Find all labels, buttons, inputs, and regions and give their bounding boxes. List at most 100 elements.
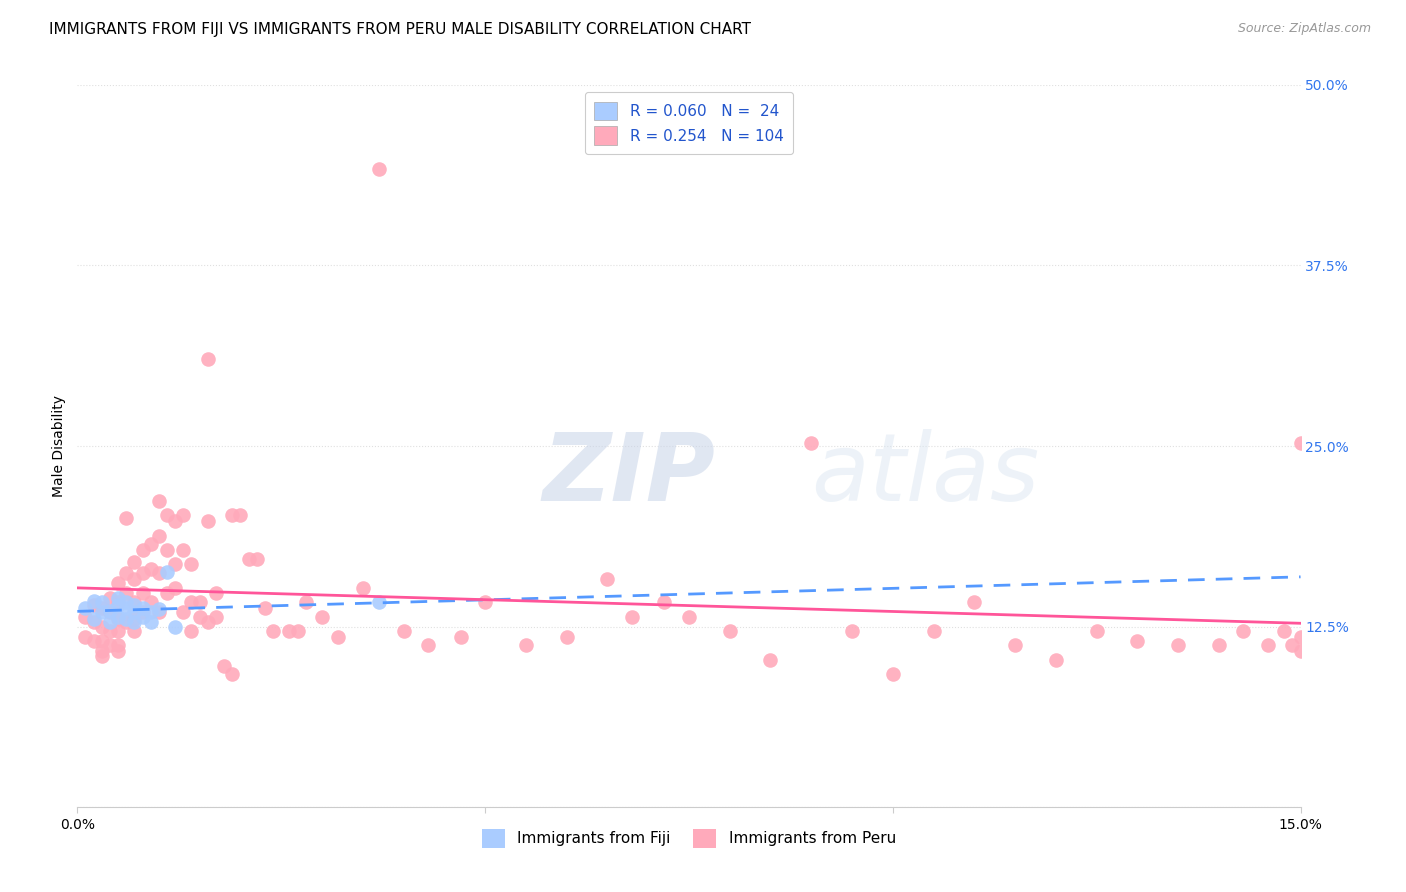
Point xyxy=(124,612,146,626)
Point xyxy=(131,543,153,558)
Point xyxy=(115,511,138,525)
Point xyxy=(278,624,301,638)
Point xyxy=(165,558,187,572)
Point xyxy=(262,624,284,638)
Point xyxy=(131,600,153,615)
Point xyxy=(115,586,138,600)
Point xyxy=(416,639,439,653)
Point xyxy=(83,615,105,630)
Point xyxy=(212,658,235,673)
Point xyxy=(83,634,105,648)
Point xyxy=(148,528,170,542)
Legend: Immigrants from Fiji, Immigrants from Peru: Immigrants from Fiji, Immigrants from Pe… xyxy=(475,823,903,854)
Point xyxy=(139,562,162,576)
Point xyxy=(1289,630,1312,644)
Point xyxy=(165,581,187,595)
Point xyxy=(205,609,228,624)
Point xyxy=(165,619,187,633)
Point xyxy=(188,609,211,624)
Point xyxy=(922,624,945,638)
Point xyxy=(841,624,863,638)
Point xyxy=(1257,639,1279,653)
Point xyxy=(156,586,179,600)
Point xyxy=(124,572,146,586)
Point xyxy=(107,639,129,653)
Point xyxy=(311,609,333,624)
Point xyxy=(180,558,202,572)
Point xyxy=(221,667,243,681)
Point xyxy=(131,609,153,624)
Point xyxy=(124,555,146,569)
Point xyxy=(75,630,97,644)
Point xyxy=(474,595,496,609)
Point xyxy=(75,609,97,624)
Point xyxy=(115,615,138,630)
Point xyxy=(148,494,170,508)
Point xyxy=(368,161,391,176)
Point xyxy=(1289,644,1312,658)
Point xyxy=(139,537,162,551)
Point xyxy=(678,609,700,624)
Point xyxy=(759,653,782,667)
Point xyxy=(1126,634,1149,648)
Point xyxy=(620,609,643,624)
Point xyxy=(246,551,269,566)
Point xyxy=(596,572,619,586)
Point xyxy=(139,615,162,630)
Point xyxy=(1167,639,1189,653)
Point xyxy=(172,508,194,523)
Point xyxy=(90,648,112,663)
Point xyxy=(148,566,170,581)
Point xyxy=(107,591,129,605)
Point xyxy=(294,595,316,609)
Point xyxy=(180,595,202,609)
Point xyxy=(98,639,121,653)
Text: Source: ZipAtlas.com: Source: ZipAtlas.com xyxy=(1237,22,1371,36)
Point xyxy=(1289,436,1312,450)
Point xyxy=(718,624,741,638)
Point xyxy=(156,543,179,558)
Point xyxy=(328,630,350,644)
Point xyxy=(253,600,276,615)
Point xyxy=(131,566,153,581)
Point xyxy=(107,624,129,638)
Point xyxy=(1045,653,1067,667)
Point xyxy=(124,615,146,630)
Point xyxy=(1232,624,1254,638)
Point xyxy=(83,612,105,626)
Point xyxy=(1281,639,1303,653)
Text: atlas: atlas xyxy=(811,429,1039,520)
Point xyxy=(98,604,121,618)
Point xyxy=(654,595,676,609)
Point xyxy=(115,600,138,615)
Point xyxy=(139,605,162,619)
Point xyxy=(197,514,219,528)
Point xyxy=(555,630,578,644)
Point xyxy=(1004,639,1026,653)
Point xyxy=(107,609,129,624)
Point xyxy=(124,595,146,609)
Point xyxy=(515,639,537,653)
Point xyxy=(229,508,252,523)
Point xyxy=(1085,624,1108,638)
Point xyxy=(197,615,219,630)
Point xyxy=(800,436,823,450)
Point xyxy=(115,566,138,581)
Point xyxy=(90,644,112,658)
Point xyxy=(107,598,129,612)
Point xyxy=(205,586,228,600)
Point xyxy=(882,667,904,681)
Point xyxy=(180,624,202,638)
Point xyxy=(131,605,153,619)
Point xyxy=(197,352,219,367)
Point xyxy=(368,595,391,609)
Point xyxy=(188,595,211,609)
Point xyxy=(238,551,260,566)
Point xyxy=(83,593,105,607)
Point xyxy=(90,600,112,615)
Point xyxy=(98,605,121,619)
Point xyxy=(98,624,121,638)
Point xyxy=(107,612,129,626)
Point xyxy=(115,612,138,626)
Point xyxy=(392,624,415,638)
